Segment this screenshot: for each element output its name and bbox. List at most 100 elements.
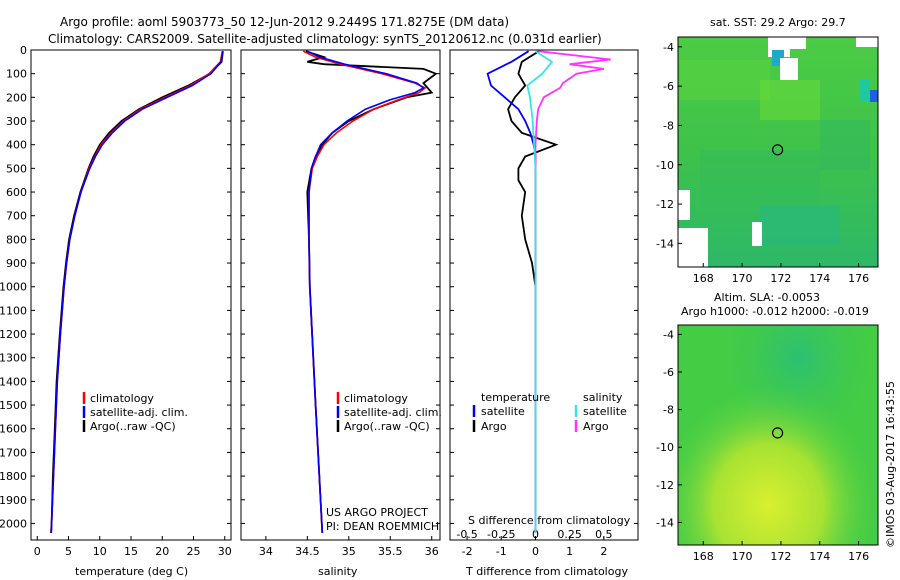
depth-tick-label: 1800 [0, 470, 27, 483]
map-lon-tick-label: 168 [693, 550, 714, 563]
argo-location-marker [771, 144, 784, 156]
sst-patch [760, 80, 820, 120]
map-lat-tick-label: -10 [656, 159, 674, 172]
depth-tick-label: 900 [6, 257, 27, 270]
map-lat-tick-label: -6 [663, 80, 674, 93]
cloud-gap [790, 37, 806, 49]
imos-stamp: ©IMOS 03-Aug-2017 16:43:55 [884, 381, 897, 548]
temperature-tick-label: 5 [65, 545, 72, 558]
t-difference-x-label: T difference from climatology [465, 565, 628, 578]
depth-tick-label: 1500 [0, 399, 27, 412]
pi-annotation: PI: DEAN ROEMMICH [326, 520, 439, 533]
cloud-gap [678, 228, 708, 267]
sst-patch [760, 205, 840, 245]
sst-map-axes: 168 170 172 174 176 -4 -6 -8 -10 -12 -14 [656, 41, 869, 285]
temperature-tick-label: 0 [34, 545, 41, 558]
sla-map-frame [677, 324, 879, 546]
depth-tick-label: 1700 [0, 446, 27, 459]
figure-title-line2: Climatology: CARS2009. Satellite-adjuste… [48, 32, 602, 46]
cloud-gap [678, 190, 690, 220]
legend-label-argo: Argo(..raw -QC) [344, 420, 430, 433]
depth-tick-label: 600 [6, 186, 27, 199]
depth-tick-label: 1400 [0, 375, 27, 388]
sst-map-title: sat. SST: 29.2 Argo: 29.7 [710, 16, 846, 29]
depth-tick-label: 400 [6, 139, 27, 152]
map-lat-tick-label: -4 [663, 328, 674, 341]
cloud-gap [780, 58, 798, 80]
t-difference-tick-label: 2 [600, 545, 607, 558]
cloud-gap [856, 37, 878, 47]
temperature-series [50, 51, 224, 533]
sst-map-frame [677, 36, 879, 268]
temperature-x-axis: 0 5 10 15 20 25 30 [34, 536, 232, 558]
map-lon-tick-label: 170 [732, 550, 753, 563]
sla-map-panel: Altim. SLA: -0.0053 Argo h1000: -0.012 h… [656, 291, 879, 563]
map-lat-tick-label: -12 [656, 198, 674, 211]
salinity-series [302, 50, 438, 533]
salinity-x-label: salinity [318, 565, 358, 578]
cloud-gap [752, 222, 762, 246]
legend-label-t-satellite: satellite [481, 405, 525, 418]
sst-cool-pixel [870, 90, 878, 102]
map-lat-tick-label: -12 [656, 479, 674, 492]
project-annotation: US ARGO PROJECT [326, 506, 428, 519]
depth-tick-label: 1100 [0, 304, 27, 317]
map-lon-tick-label: 176 [848, 272, 869, 285]
s-difference-tick-label: -0.25 [487, 528, 515, 541]
depth-tick-label: 700 [6, 210, 27, 223]
s-difference-tick-label: 0.25 [557, 528, 582, 541]
salinity-panel: 34 34.5 35 35.5 36 climatology satellite-adj… [240, 49, 442, 578]
temperature-tick-label: 30 [218, 545, 232, 558]
salinity-legend: climatology satellite-adj. clim. Argo(..… [336, 392, 442, 433]
map-lon-tick-label: 168 [693, 272, 714, 285]
map-lon-tick-label: 176 [848, 550, 869, 563]
s-difference-tick-label: 0.5 [595, 528, 613, 541]
temperature-line-satellite [50, 51, 224, 533]
s-difference-axis: -0.5 -0.25 0 0.25 0.5 [456, 528, 612, 541]
legend-label-s-argo: Argo [583, 420, 609, 433]
legend-label-climatology: climatology [90, 392, 154, 405]
map-lat-tick-label: -14 [656, 237, 674, 250]
difference-depth-ticks [450, 49, 638, 524]
sst-patch [680, 60, 770, 100]
t-difference-tick-label: -1 [496, 545, 507, 558]
temperature-tick-label: 10 [93, 545, 107, 558]
map-lat-tick-label: -8 [663, 119, 674, 132]
sla-map-title: Altim. SLA: -0.0053 [714, 291, 820, 304]
sla-map-subtitle: Argo h1000: -0.012 h2000: -0.019 [681, 305, 869, 318]
temperature-tick-label: 25 [187, 545, 201, 558]
argo-location-marker [771, 427, 784, 439]
map-lat-tick-label: -4 [663, 41, 674, 54]
map-lat-tick-label: -10 [656, 441, 674, 454]
sst-patch [820, 120, 870, 170]
depth-tick-label: 200 [6, 91, 27, 104]
legend-title-salinity: salinity [583, 391, 623, 404]
depth-tick-label: 1900 [0, 494, 27, 507]
map-lat-tick-label: -8 [663, 404, 674, 417]
temperature-axes-frame [30, 49, 232, 541]
s-difference-label: S difference from climatology [468, 514, 631, 527]
map-lat-tick-label: -14 [656, 516, 674, 529]
t-difference-tick-label: -2 [462, 545, 473, 558]
temperature-x-label: temperature (deg C) [75, 565, 188, 578]
depth-tick-label: 300 [6, 115, 27, 128]
sla-map-axes: 168 170 172 174 176 -4 -6 -8 -10 -12 -14 [656, 328, 869, 563]
t-difference-tick-label: 1 [566, 545, 573, 558]
legend-label-t-argo: Argo [481, 420, 507, 433]
t-difference-x-axis: -2 -1 0 1 2 [462, 536, 607, 558]
salinity-line-satellite [306, 50, 425, 533]
t-difference-tick-label: 0 [532, 545, 539, 558]
s-difference-tick-label: -0.5 [456, 528, 477, 541]
legend-label-s-satellite: satellite [583, 405, 627, 418]
depth-tick-label: 0 [20, 44, 27, 57]
map-lon-tick-label: 172 [770, 272, 791, 285]
map-lon-tick-label: 170 [732, 272, 753, 285]
legend-label-satellite: satellite-adj. clim. [90, 406, 188, 419]
temperature-tick-label: 20 [155, 545, 169, 558]
depth-tick-label: 2000 [0, 517, 27, 530]
salinity-tick-label: 35.5 [378, 545, 403, 558]
salinity-axes-frame [240, 49, 441, 541]
map-lon-tick-label: 174 [809, 272, 830, 285]
depth-tick-label: 1000 [0, 281, 27, 294]
